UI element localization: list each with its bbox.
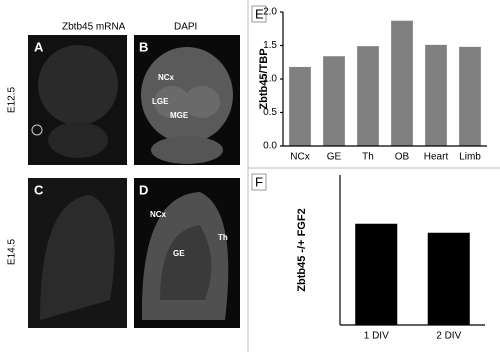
panel-letter: B xyxy=(139,39,148,54)
row-label: E12.5 xyxy=(7,86,18,113)
x-tick-label: GE xyxy=(327,152,342,163)
panel-letter: E xyxy=(255,6,264,21)
bar xyxy=(425,44,447,146)
column-title: Zbtb45 mRNA xyxy=(62,22,126,33)
micrographs: Zbtb45 mRNA DAPI E12.5 E14.5 A B C D NCx… xyxy=(7,22,240,328)
region-label: LGE xyxy=(152,97,169,106)
panel-letter: F xyxy=(255,174,263,189)
y-tick-label: 1.0 xyxy=(263,74,277,85)
y-tick-label: 1.5 xyxy=(263,40,277,51)
panel-letter: D xyxy=(139,182,148,197)
y-tick-label: 2.0 xyxy=(263,7,277,18)
x-tick-label: 2 DIV xyxy=(436,331,461,342)
x-tick-label: NCx xyxy=(290,152,309,163)
panel-letter: A xyxy=(34,39,44,54)
panel-letter: C xyxy=(34,182,44,197)
bar xyxy=(355,223,398,325)
tissue xyxy=(184,86,220,118)
tissue xyxy=(160,225,212,300)
x-tick-label: 1 DIV xyxy=(364,331,389,342)
y-axis-label: Zbtb45 -/+ FGF2 xyxy=(296,208,308,291)
x-tick-label: OB xyxy=(395,152,410,163)
bar xyxy=(427,232,470,325)
region-label: NCx xyxy=(158,73,175,82)
tissue xyxy=(38,45,118,125)
region-label: MGE xyxy=(170,111,189,120)
column-title: DAPI xyxy=(174,22,197,33)
x-tick-label: Th xyxy=(362,152,374,163)
bar xyxy=(391,20,413,146)
bar xyxy=(289,66,311,146)
y-tick-label: 0.5 xyxy=(263,107,277,118)
marker xyxy=(31,124,43,136)
bar xyxy=(357,46,379,146)
region-label: NCx xyxy=(150,210,167,219)
letter-box xyxy=(251,5,267,23)
tissue xyxy=(40,195,115,320)
x-tick-label: Limb xyxy=(459,152,481,163)
y-tick-label: 0.0 xyxy=(263,141,277,152)
region-label: Th xyxy=(218,233,228,242)
bar xyxy=(459,46,481,147)
tissue xyxy=(151,136,223,164)
bar xyxy=(323,56,345,146)
tissue xyxy=(154,86,190,118)
x-tick-label: Heart xyxy=(424,152,449,163)
letter-box xyxy=(251,173,267,191)
region-label: GE xyxy=(173,249,185,258)
y-axis-label: Zbtb45/TBP xyxy=(258,48,270,109)
row-label: E14.5 xyxy=(7,238,18,265)
tissue xyxy=(48,122,108,158)
